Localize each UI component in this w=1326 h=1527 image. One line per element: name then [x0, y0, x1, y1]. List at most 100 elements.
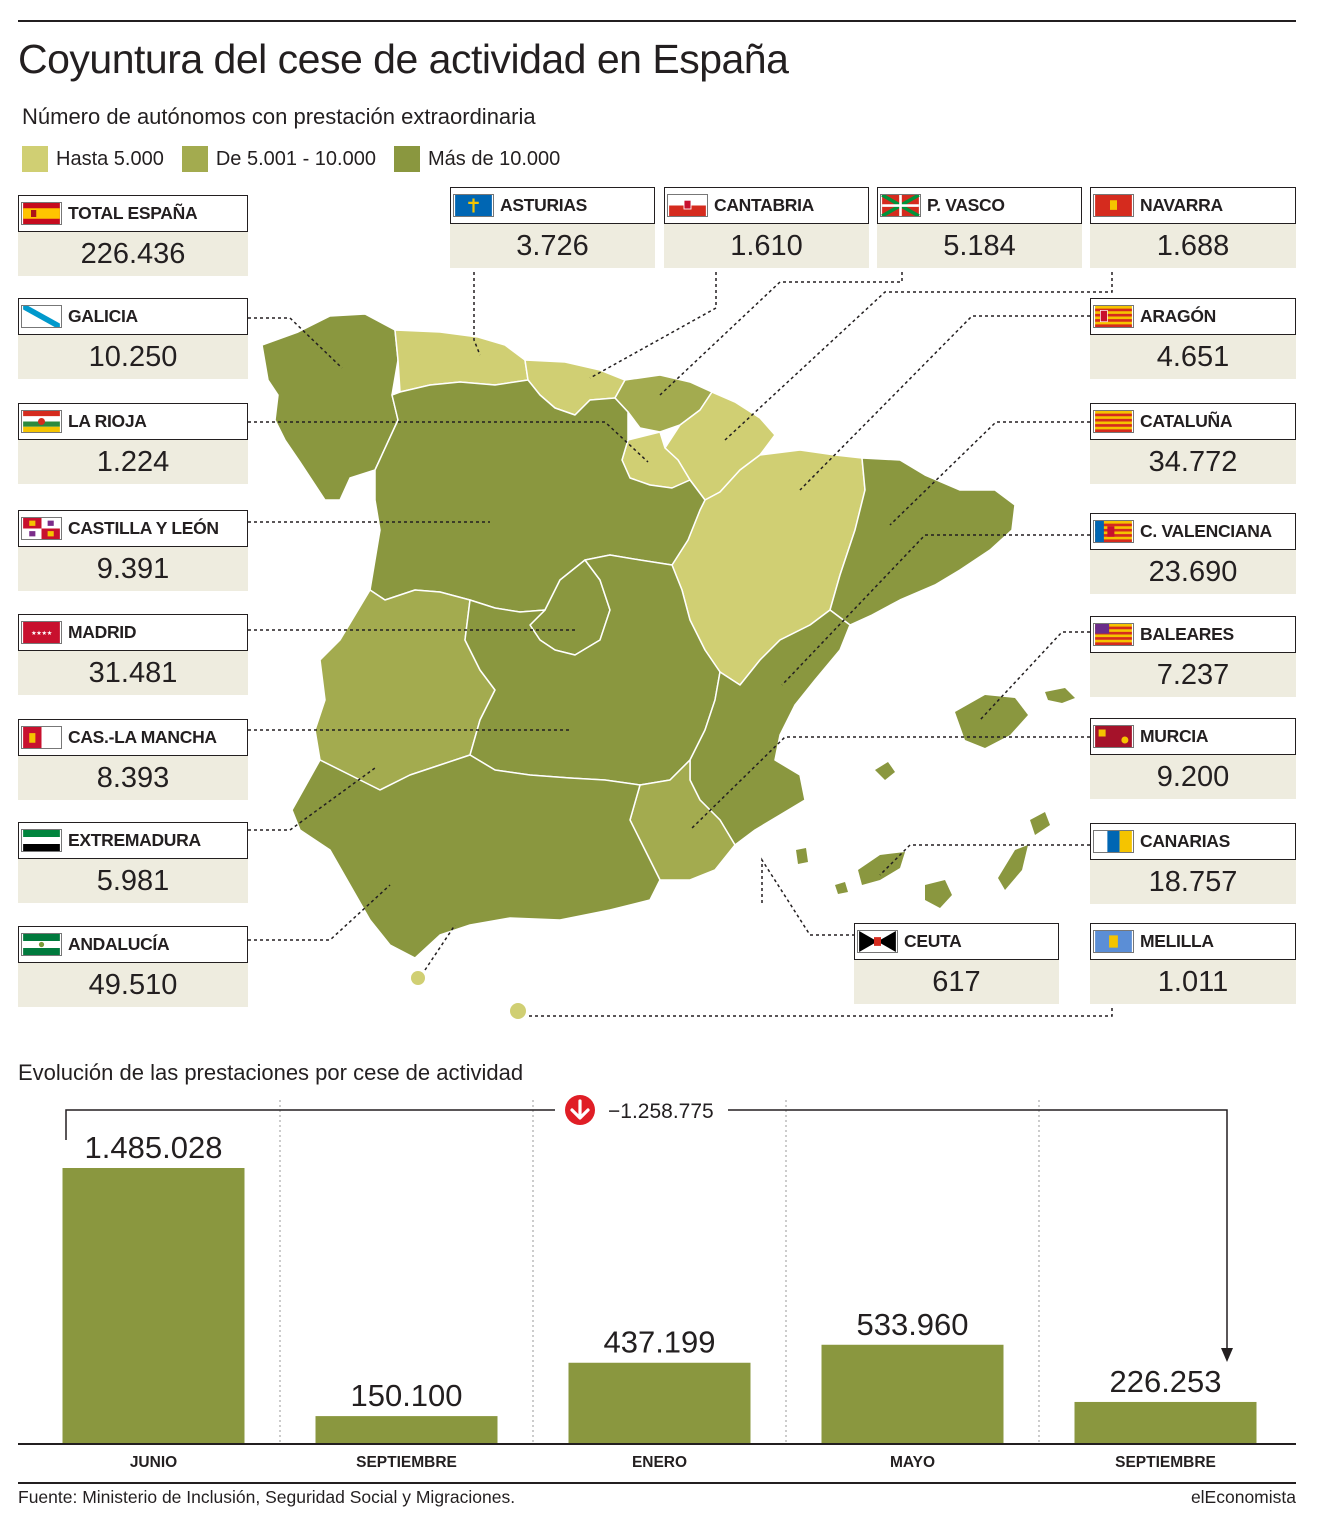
chart-dividers: [279, 1100, 1040, 1444]
card-head: BALEARES: [1090, 616, 1296, 653]
card-value: 5.981: [18, 859, 248, 903]
legend-item-medium: De 5.001 - 10.000: [181, 146, 376, 172]
flag-murcia-icon: [1093, 725, 1134, 748]
flag-andalucia-icon: [21, 933, 62, 956]
flag-cvalenciana-icon: [1093, 520, 1134, 543]
bar-value-label: 226.253: [1109, 1364, 1221, 1399]
flag-aragon-icon: [1093, 305, 1134, 328]
card-name: MADRID: [68, 622, 137, 642]
region-galicia: [261, 313, 399, 501]
card-larioja: LA RIOJA 1.224: [18, 403, 248, 484]
card-name: NAVARRA: [1140, 195, 1223, 215]
card-value: 226.436: [18, 232, 248, 276]
chart-bars: [62, 1168, 1257, 1444]
card-name: GALICIA: [68, 306, 138, 326]
difference-bracket-right: [728, 1109, 1228, 1350]
chart-title: Evolución de las prestaciones por cese d…: [18, 1060, 524, 1085]
card-value: 9.200: [1090, 755, 1296, 799]
island-menorca: [1045, 688, 1075, 703]
card-navarra: NAVARRA 1.688: [1090, 187, 1296, 268]
card-value: 9.391: [18, 547, 248, 591]
card-madrid: ★★★★ MADRID 31.481: [18, 614, 248, 695]
flag-spain-icon: [21, 202, 62, 225]
card-head: ASTURIAS: [450, 187, 655, 224]
difference-arrowhead-icon: [1221, 1348, 1233, 1362]
flag-madrid-icon: ★★★★: [21, 621, 62, 644]
card-cataluna: CATALUÑA 34.772: [1090, 403, 1296, 484]
card-head: EXTREMADURA: [18, 822, 248, 859]
flag-cyl-icon: [21, 517, 62, 540]
card-name: CEUTA: [904, 931, 962, 951]
category-label: ENERO: [632, 1454, 687, 1471]
card-head: MELILLA: [1090, 923, 1296, 960]
page-title: Coyuntura del cese de actividad en Españ…: [18, 36, 789, 82]
leader-baleares: [979, 631, 1090, 721]
leader-larioja: [248, 421, 649, 463]
island-mallorca: [955, 695, 1028, 748]
region-cvalenciana: [689, 609, 851, 846]
flag-navarra-icon: [1093, 194, 1134, 217]
brand-logo: elEconomista: [1190, 1487, 1296, 1507]
legend-label: Más de 10.000: [427, 147, 561, 170]
card-head: CATALUÑA: [1090, 403, 1296, 440]
card-value: 617: [854, 960, 1059, 1004]
card-name: ARAGÓN: [1140, 306, 1216, 326]
card-value: 3.726: [450, 224, 655, 268]
card-head: CANTABRIA: [664, 187, 869, 224]
card-head: CAS.-LA MANCHA: [18, 719, 248, 756]
card-value: 49.510: [18, 963, 248, 1007]
island-lagomera: [835, 882, 848, 894]
card-asturias: ASTURIAS 3.726: [450, 187, 655, 268]
card-clm: CAS.-LA MANCHA 8.393: [18, 719, 248, 800]
card-value: 4.651: [1090, 335, 1296, 379]
leader-canarias: [879, 844, 1090, 876]
card-name: CANTABRIA: [714, 195, 815, 215]
card-head: ARAGÓN: [1090, 298, 1296, 335]
flag-extremadura-icon: [21, 829, 62, 852]
difference-label: −1.258.775: [608, 1100, 714, 1123]
category-label: SEPTIEMBRE: [356, 1454, 457, 1471]
card-head: ANDALUCÍA: [18, 926, 248, 963]
island-tenerife: [858, 852, 905, 885]
card-cyl: CASTILLA Y LEÓN 9.391: [18, 510, 248, 591]
card-value: 8.393: [18, 756, 248, 800]
bar-1: [315, 1416, 498, 1444]
flag-clm-icon: [21, 726, 62, 749]
island-grancanaria: [925, 880, 952, 908]
leader-galicia: [248, 317, 343, 369]
card-andalucia: ANDALUCÍA 49.510: [18, 926, 248, 1007]
card-head: C. VALENCIANA: [1090, 513, 1296, 550]
card-head: P. VASCO: [877, 187, 1082, 224]
legend-label: Hasta 5.000: [56, 147, 164, 170]
leader-cvalenciana: [781, 534, 1090, 686]
card-name: EXTREMADURA: [68, 830, 201, 850]
card-galicia: GALICIA 10.250: [18, 298, 248, 379]
card-cantabria: CANTABRIA 1.610: [664, 187, 869, 268]
chart-bar-labels: 1.485.028 150.100 437.199 533.960 226.253: [85, 1130, 1222, 1413]
category-label: JUNIO: [130, 1454, 177, 1471]
card-name: MELILLA: [1140, 931, 1214, 951]
card-pvasco: P. VASCO 5.184: [877, 187, 1082, 268]
card-head: ★★★★ MADRID: [18, 614, 248, 651]
leader-navarra: [724, 272, 1113, 441]
card-value: 1.011: [1090, 960, 1296, 1004]
card-name: CAS.-LA MANCHA: [68, 727, 217, 747]
bottom-rule: [18, 1482, 1296, 1484]
legend-item-light: Hasta 5.000: [22, 146, 164, 172]
source-note: Fuente: Ministerio de Inclusión, Segurid…: [18, 1487, 516, 1507]
card-head: MURCIA: [1090, 718, 1296, 755]
top-rule: [18, 20, 1296, 22]
card-name: TOTAL ESPAÑA: [68, 203, 198, 223]
leader-extremadura: [248, 767, 376, 831]
flag-pvasco-icon: [880, 194, 921, 217]
island-fuerteventura: [998, 845, 1028, 890]
card-name: C. VALENCIANA: [1140, 521, 1272, 541]
svg-text:★★★★: ★★★★: [31, 630, 53, 637]
flag-larioja-icon: [21, 410, 62, 433]
spain-map: [248, 272, 1113, 1019]
card-value: 7.237: [1090, 653, 1296, 697]
card-name: ASTURIAS: [500, 195, 588, 215]
leader-cataluna: [889, 421, 1090, 526]
card-value: 1.610: [664, 224, 869, 268]
card-name: CANARIAS: [1140, 831, 1230, 851]
